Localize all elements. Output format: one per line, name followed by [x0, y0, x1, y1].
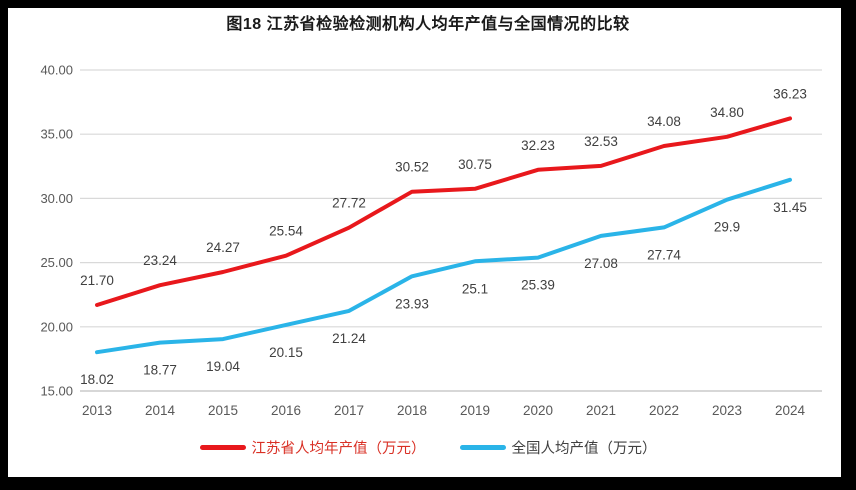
data-point-label: 32.23: [521, 138, 555, 153]
data-point-label: 25.39: [521, 278, 555, 293]
chart-panel: [8, 8, 841, 477]
x-axis-tick-label: 2014: [145, 403, 176, 418]
x-axis-tick-label: 2015: [208, 403, 238, 418]
data-point-label: 25.1: [462, 281, 488, 296]
data-point-label: 24.27: [206, 240, 240, 255]
national-series-swatch: [459, 445, 506, 450]
y-axis-tick-label: 25.00: [40, 255, 73, 270]
legend-label-jiangsu: 江苏省人均年产值（万元）: [251, 441, 426, 457]
legend-item-jiangsu: 江苏省人均年产值（万元）: [199, 437, 426, 458]
x-axis-tick-label: 2020: [523, 403, 553, 418]
data-point-label: 32.53: [584, 134, 618, 149]
y-axis-tick-label: 35.00: [40, 127, 73, 142]
data-point-label: 21.24: [332, 331, 366, 346]
data-point-label: 30.52: [395, 160, 429, 175]
data-point-label: 29.9: [714, 220, 740, 235]
jiangsu-series-swatch: [199, 445, 246, 450]
chart-legend: 江苏省人均年产值（万元） 全国人均产值（万元）: [0, 437, 856, 458]
x-axis-tick-label: 2016: [271, 403, 301, 418]
series-line-jiangsu: [95, 116, 792, 307]
data-point-label: 27.74: [647, 247, 681, 262]
y-axis-tick-label: 40.00: [40, 63, 73, 78]
data-point-label: 18.02: [80, 372, 114, 387]
data-point-label: 23.93: [395, 296, 429, 311]
data-point-label: 27.08: [584, 256, 618, 271]
data-point-label: 25.54: [269, 224, 303, 239]
x-axis-tick-label: 2018: [397, 403, 427, 418]
x-axis-tick-label: 2017: [334, 403, 364, 418]
data-point-label: 19.04: [206, 359, 240, 374]
y-axis-tick-label: 30.00: [40, 191, 73, 206]
chart-title: 图18 江苏省检验检测机构人均年产值与全国情况的比较: [226, 16, 630, 33]
data-point-label: 21.70: [80, 273, 114, 288]
data-point-label: 31.45: [773, 200, 807, 215]
legend-item-national: 全国人均产值（万元）: [459, 437, 657, 458]
data-point-label: 34.80: [710, 105, 744, 120]
x-axis-tick-label: 2024: [775, 403, 806, 418]
x-axis-tick-label: 2023: [712, 403, 742, 418]
data-point-label: 20.15: [269, 345, 303, 360]
series-line-national: [95, 177, 792, 355]
data-point-label: 36.23: [773, 86, 807, 101]
legend-label-national: 全国人均产值（万元）: [511, 441, 657, 457]
x-axis-tick-label: 2022: [649, 403, 679, 418]
data-point-label: 27.72: [332, 196, 366, 211]
data-point-label: 23.24: [143, 253, 177, 268]
data-point-label: 30.75: [458, 157, 492, 172]
data-point-label: 18.77: [143, 363, 177, 378]
y-axis-tick-label: 20.00: [40, 319, 73, 334]
x-axis-tick-label: 2021: [586, 403, 616, 418]
x-axis-tick-label: 2019: [460, 403, 490, 418]
data-point-label: 34.08: [647, 114, 681, 129]
x-axis-tick-label: 2013: [82, 403, 112, 418]
y-axis-tick-label: 15.00: [40, 384, 73, 399]
